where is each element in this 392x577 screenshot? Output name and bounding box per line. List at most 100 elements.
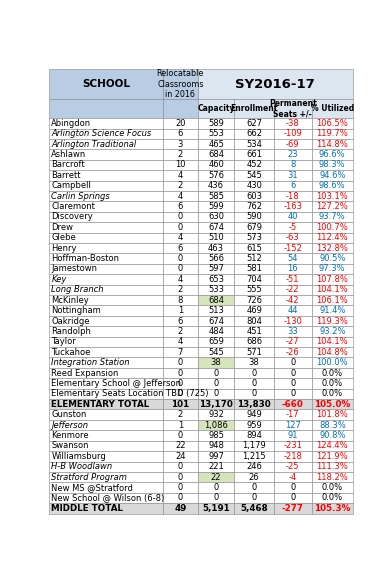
Bar <box>49 118 163 129</box>
Text: 804: 804 <box>246 317 262 325</box>
Bar <box>49 181 163 191</box>
Text: 894: 894 <box>246 431 262 440</box>
Bar <box>198 139 234 149</box>
Text: Arlington Traditional: Arlington Traditional <box>51 140 137 149</box>
Bar <box>49 274 163 284</box>
Text: 0: 0 <box>178 358 183 367</box>
Bar <box>274 170 312 181</box>
Bar <box>198 451 234 462</box>
Bar <box>49 482 163 493</box>
Bar <box>312 410 353 420</box>
Text: 0: 0 <box>290 389 296 398</box>
Bar <box>274 493 312 503</box>
Bar <box>49 170 163 181</box>
Text: 0: 0 <box>251 379 257 388</box>
Text: Carlin Springs: Carlin Springs <box>51 192 110 201</box>
Text: 0: 0 <box>214 389 219 398</box>
Text: 684: 684 <box>208 150 224 159</box>
Text: 88.3%: 88.3% <box>319 421 346 430</box>
Bar <box>198 170 234 181</box>
Text: -231: -231 <box>283 441 302 451</box>
Bar <box>274 212 312 222</box>
Bar <box>234 399 274 410</box>
Text: 4: 4 <box>178 192 183 201</box>
Bar <box>234 410 274 420</box>
Bar <box>163 274 198 284</box>
Bar <box>49 243 163 253</box>
Text: 589: 589 <box>208 119 224 128</box>
Text: 91.4%: 91.4% <box>319 306 345 315</box>
Bar <box>312 430 353 441</box>
Bar <box>163 118 198 129</box>
Bar <box>274 430 312 441</box>
Bar <box>274 201 312 212</box>
Bar <box>312 316 353 326</box>
Bar <box>198 212 234 222</box>
Bar <box>274 451 312 462</box>
Text: Abingdon: Abingdon <box>51 119 92 128</box>
Text: Swanson: Swanson <box>51 441 89 451</box>
Text: 119.7%: 119.7% <box>316 129 348 138</box>
Bar <box>163 399 198 410</box>
Text: 104.1%: 104.1% <box>316 338 348 346</box>
Text: 6: 6 <box>178 243 183 253</box>
Bar <box>163 441 198 451</box>
Text: Discovery: Discovery <box>51 212 93 222</box>
Bar <box>198 336 234 347</box>
Text: 603: 603 <box>246 192 262 201</box>
Bar <box>163 493 198 503</box>
Text: 5,468: 5,468 <box>240 504 268 513</box>
Bar <box>312 305 353 316</box>
Bar <box>312 295 353 305</box>
Text: 949: 949 <box>246 410 262 419</box>
Text: 0.0%: 0.0% <box>322 389 343 398</box>
Bar <box>198 305 234 316</box>
Bar <box>234 451 274 462</box>
Bar <box>274 222 312 233</box>
Bar <box>49 336 163 347</box>
Text: -218: -218 <box>283 452 302 461</box>
Text: -27: -27 <box>286 338 299 346</box>
Bar <box>163 503 198 514</box>
Text: 8: 8 <box>178 295 183 305</box>
Text: 2: 2 <box>178 181 183 190</box>
Bar <box>234 430 274 441</box>
Text: 26: 26 <box>249 473 260 482</box>
Text: 1,086: 1,086 <box>204 421 228 430</box>
Bar <box>198 399 234 410</box>
Bar <box>274 139 312 149</box>
Text: 40: 40 <box>288 212 298 222</box>
Text: 948: 948 <box>208 441 224 451</box>
Text: 985: 985 <box>208 431 224 440</box>
Bar <box>274 118 312 129</box>
Bar <box>49 129 163 139</box>
Text: 2: 2 <box>178 410 183 419</box>
Bar <box>198 389 234 399</box>
Text: Arlington Science Focus: Arlington Science Focus <box>51 129 152 138</box>
Bar <box>312 99 353 118</box>
Bar <box>234 462 274 472</box>
Bar <box>49 399 163 410</box>
Bar <box>163 149 198 160</box>
Text: 1: 1 <box>178 421 183 430</box>
Text: 0: 0 <box>178 389 183 398</box>
Bar <box>163 284 198 295</box>
Bar <box>274 284 312 295</box>
Bar <box>234 493 274 503</box>
Text: 627: 627 <box>246 119 262 128</box>
Bar <box>234 347 274 357</box>
Text: 0: 0 <box>178 462 183 471</box>
Bar <box>198 441 234 451</box>
Bar <box>312 357 353 368</box>
Text: 118.2%: 118.2% <box>316 473 348 482</box>
Text: 13,830: 13,830 <box>237 400 271 409</box>
Text: 686: 686 <box>246 338 262 346</box>
Text: 451: 451 <box>246 327 262 336</box>
Bar <box>198 420 234 430</box>
Bar <box>234 253 274 264</box>
Bar <box>198 482 234 493</box>
Text: -152: -152 <box>283 243 302 253</box>
Bar <box>198 462 234 472</box>
Text: 599: 599 <box>208 202 224 211</box>
Bar <box>312 181 353 191</box>
